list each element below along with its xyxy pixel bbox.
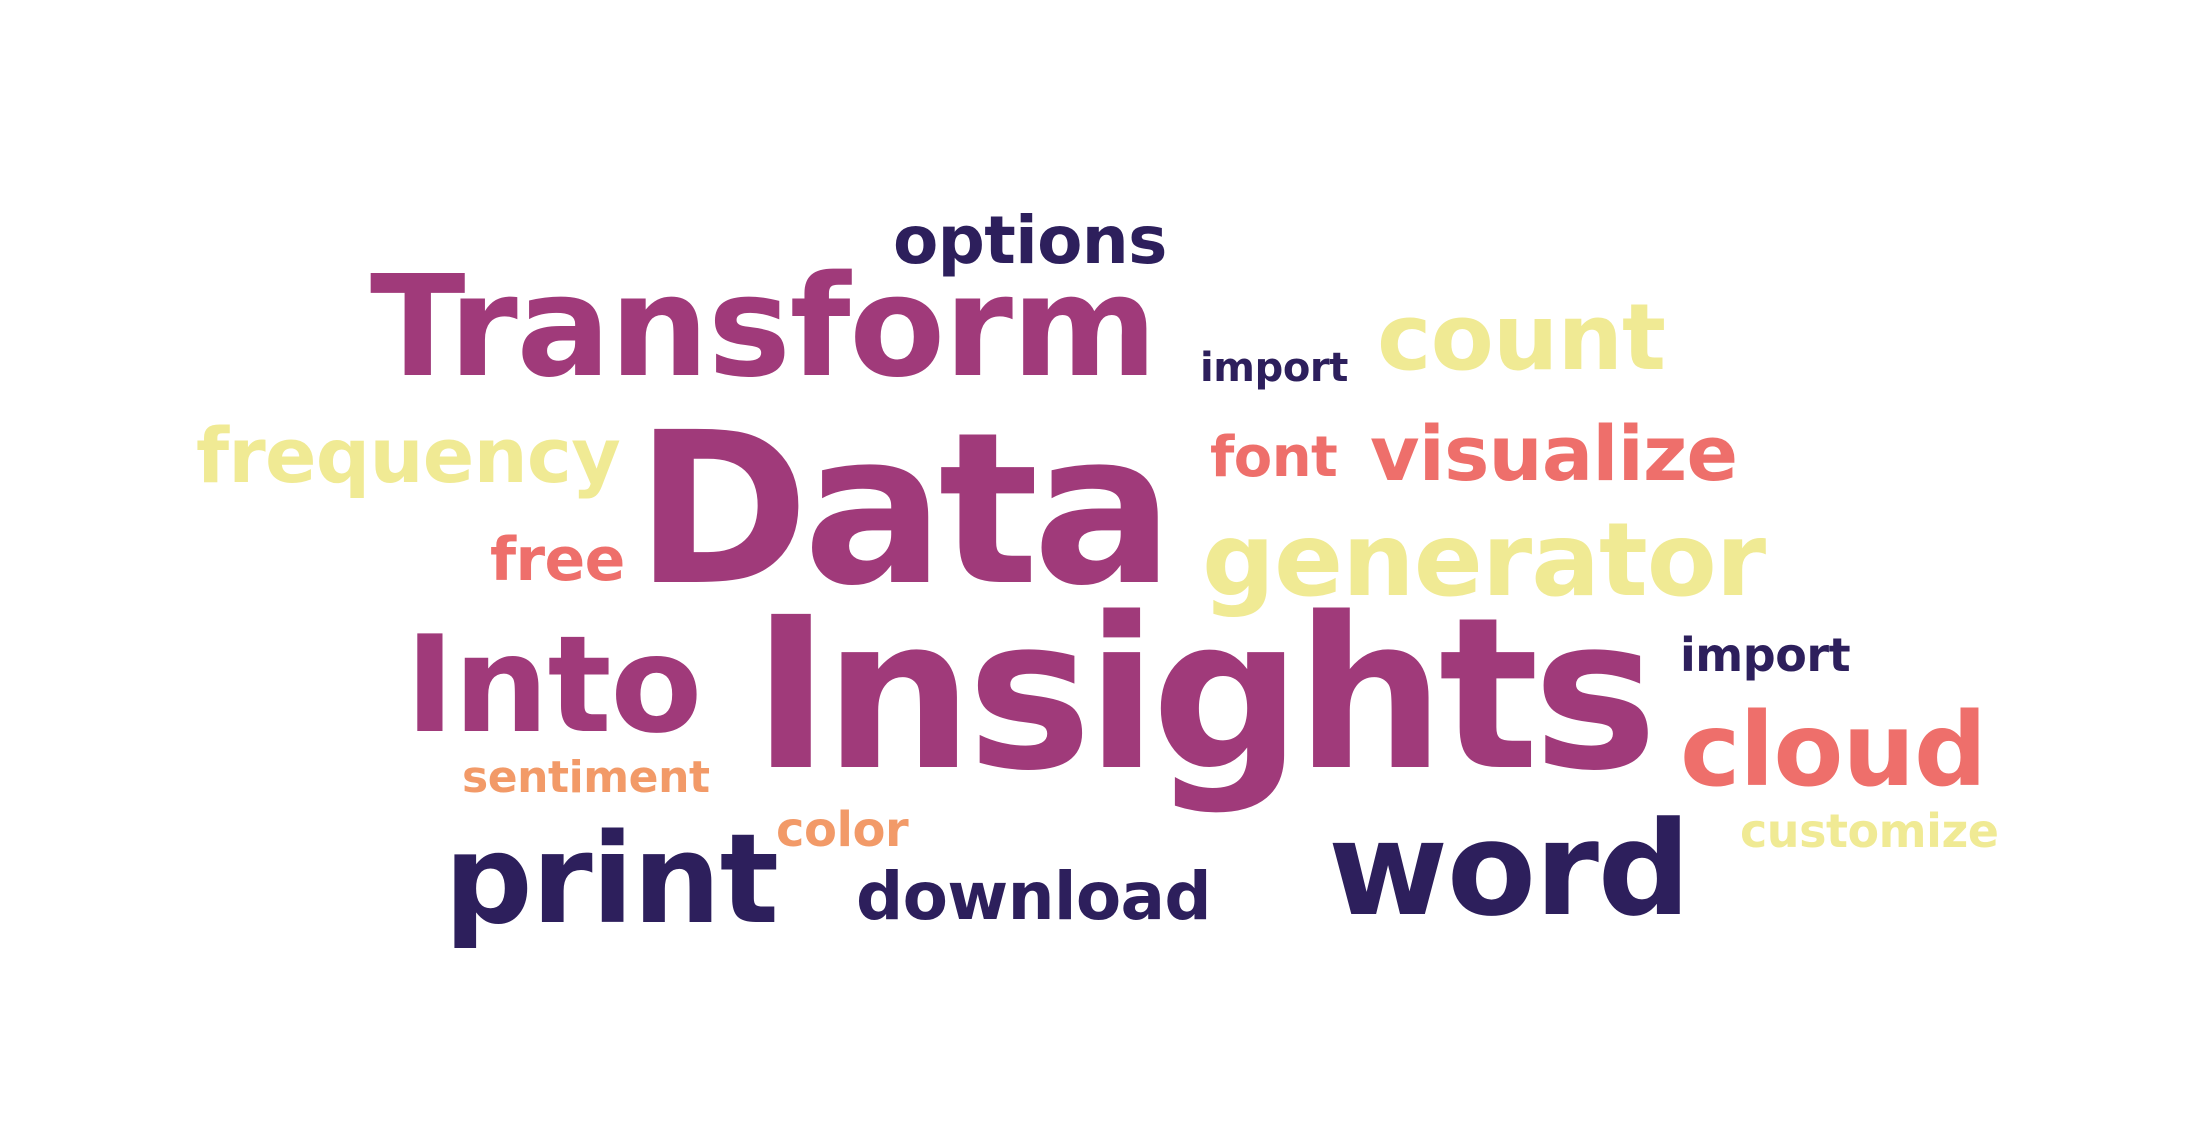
word-options: options xyxy=(893,202,1167,279)
word-sentiment: sentiment xyxy=(462,752,710,803)
word-word: word xyxy=(1328,793,1691,945)
word-color: color xyxy=(776,802,909,858)
word-frequency: frequency xyxy=(196,411,621,500)
word-count: count xyxy=(1377,284,1666,391)
word-data: Data xyxy=(635,387,1174,632)
word-print: print xyxy=(444,808,779,952)
word-free: free xyxy=(490,525,625,595)
word-font: font xyxy=(1210,425,1338,490)
word-visualize: visualize xyxy=(1370,409,1738,498)
word-import: import xyxy=(1680,628,1851,682)
word-import: import xyxy=(1200,345,1348,391)
word-cloud-term: cloud xyxy=(1680,691,1987,810)
word-generator: generator xyxy=(1202,501,1766,620)
word-download: download xyxy=(856,858,1212,935)
word-customize: customize xyxy=(1740,804,1999,858)
word-insights: Insights xyxy=(752,572,1658,817)
word-transform: Transform xyxy=(370,246,1157,409)
word-into: Into xyxy=(405,607,702,763)
